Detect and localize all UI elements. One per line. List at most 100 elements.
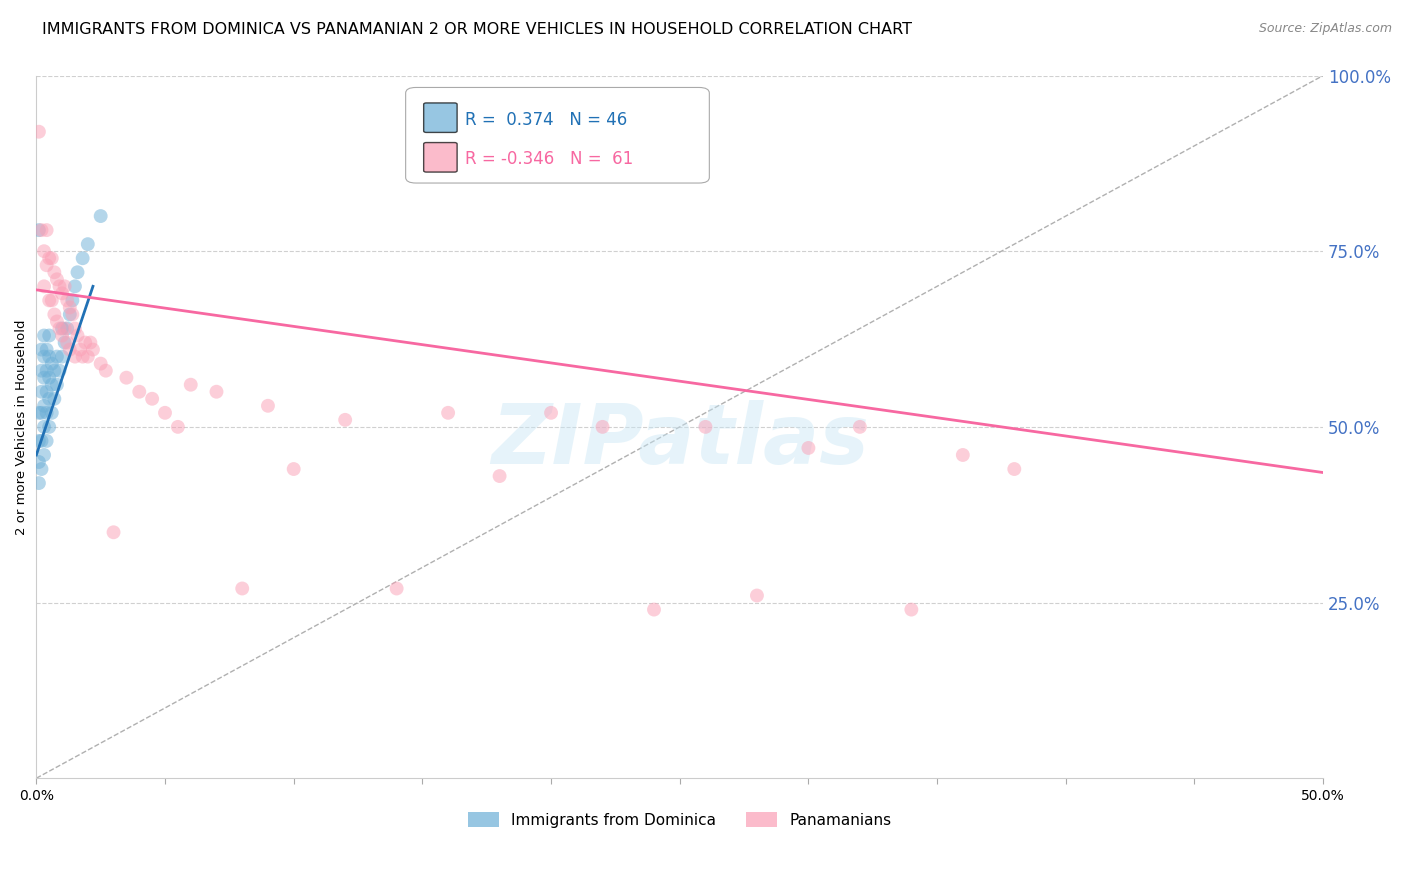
- Point: [28, 455, 51, 469]
- Point: [66, 328, 89, 343]
- Point: [900, 602, 922, 616]
- Point: [60, 308, 83, 322]
- Point: [69, 343, 91, 357]
- Point: [385, 582, 408, 596]
- Point: [53, 279, 76, 293]
- Point: [44, 265, 66, 279]
- Point: [31, 384, 53, 399]
- Point: [35, 434, 58, 448]
- Point: [32, 420, 55, 434]
- Point: [59, 343, 82, 357]
- Point: [60, 293, 83, 308]
- Point: [90, 209, 112, 223]
- Point: [59, 308, 82, 322]
- Point: [38, 420, 60, 434]
- Point: [32, 244, 55, 259]
- Point: [48, 364, 70, 378]
- Point: [32, 370, 55, 384]
- Point: [45, 314, 67, 328]
- Point: [66, 265, 89, 279]
- Point: [45, 377, 67, 392]
- Text: R = -0.346   N =  61: R = -0.346 N = 61: [465, 150, 633, 168]
- Point: [32, 399, 55, 413]
- Point: [283, 462, 305, 476]
- Point: [38, 392, 60, 406]
- Point: [745, 589, 768, 603]
- Point: [45, 350, 67, 364]
- Point: [56, 321, 79, 335]
- Text: R =  0.374   N = 46: R = 0.374 N = 46: [465, 112, 627, 129]
- Point: [72, 350, 94, 364]
- Text: ZIPatlas: ZIPatlas: [491, 401, 869, 482]
- Point: [75, 335, 97, 350]
- Point: [437, 406, 460, 420]
- Text: IMMIGRANTS FROM DOMINICA VS PANAMANIAN 2 OR MORE VEHICLES IN HOUSEHOLD CORRELATI: IMMIGRANTS FROM DOMINICA VS PANAMANIAN 2…: [42, 22, 912, 37]
- Point: [82, 343, 104, 357]
- Point: [44, 392, 66, 406]
- Point: [31, 434, 53, 448]
- Point: [257, 399, 280, 413]
- Point: [31, 406, 53, 420]
- Point: [488, 469, 510, 483]
- Point: [41, 357, 63, 371]
- Point: [38, 251, 60, 265]
- Point: [592, 420, 614, 434]
- Point: [32, 279, 55, 293]
- Point: [44, 308, 66, 322]
- Point: [31, 364, 53, 378]
- Point: [849, 420, 872, 434]
- Point: [79, 335, 101, 350]
- Point: [48, 279, 70, 293]
- Point: [63, 279, 86, 293]
- Point: [38, 328, 60, 343]
- Point: [128, 384, 150, 399]
- Point: [53, 321, 76, 335]
- Point: [32, 448, 55, 462]
- Point: [51, 350, 73, 364]
- Point: [205, 384, 228, 399]
- Point: [90, 357, 112, 371]
- Point: [31, 462, 53, 476]
- Point: [76, 237, 98, 252]
- FancyBboxPatch shape: [406, 87, 710, 183]
- Point: [56, 335, 79, 350]
- Point: [35, 258, 58, 272]
- Point: [35, 223, 58, 237]
- Y-axis label: 2 or more Vehicles in Household: 2 or more Vehicles in Household: [15, 319, 28, 534]
- Point: [31, 223, 53, 237]
- Point: [32, 328, 55, 343]
- Point: [45, 272, 67, 286]
- Point: [35, 364, 58, 378]
- Point: [153, 406, 176, 420]
- Point: [28, 223, 51, 237]
- Point: [540, 406, 562, 420]
- Point: [28, 406, 51, 420]
- Point: [231, 582, 253, 596]
- Point: [44, 364, 66, 378]
- Point: [63, 350, 86, 364]
- Point: [797, 441, 820, 455]
- Point: [53, 335, 76, 350]
- Point: [115, 370, 138, 384]
- Point: [38, 370, 60, 384]
- Point: [952, 448, 974, 462]
- Point: [41, 377, 63, 392]
- Point: [35, 343, 58, 357]
- Point: [63, 321, 86, 335]
- Point: [51, 286, 73, 301]
- Point: [41, 251, 63, 265]
- Point: [72, 251, 94, 265]
- Point: [59, 301, 82, 315]
- Point: [28, 125, 51, 139]
- Point: [41, 293, 63, 308]
- FancyBboxPatch shape: [423, 143, 457, 172]
- Point: [167, 420, 190, 434]
- Point: [103, 525, 125, 540]
- Point: [643, 602, 665, 616]
- Legend: Immigrants from Dominica, Panamanians: Immigrants from Dominica, Panamanians: [463, 805, 897, 834]
- Point: [51, 328, 73, 343]
- Point: [38, 350, 60, 364]
- Text: Source: ZipAtlas.com: Source: ZipAtlas.com: [1258, 22, 1392, 36]
- Point: [32, 350, 55, 364]
- Point: [56, 293, 79, 308]
